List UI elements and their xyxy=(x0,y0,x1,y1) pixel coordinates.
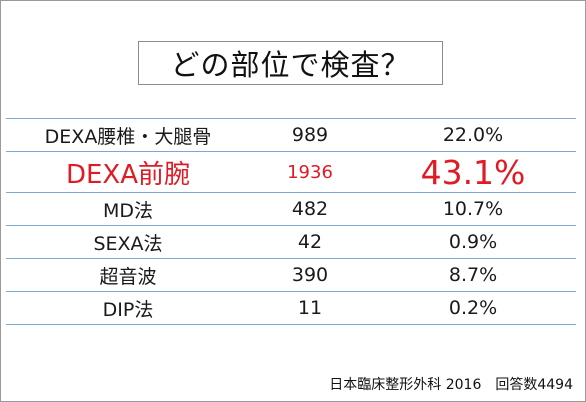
count-cell: 1936 xyxy=(250,151,370,193)
count-cell: 390 xyxy=(250,258,370,292)
method-cell: DEXA腰椎・大腿骨 xyxy=(6,118,250,152)
survey-table: DEXA腰椎・大腿骨 989 22.0% DEXA前腕 1936 43.1% M… xyxy=(6,118,576,325)
count-cell: 42 xyxy=(250,225,370,259)
percent-cell: 0.2% xyxy=(370,291,576,325)
table-row: MD法 482 10.7% xyxy=(6,192,576,226)
percent-cell: 0.9% xyxy=(370,225,576,259)
source-note: 日本臨床整形外科 2016 回答数4494 xyxy=(329,377,573,393)
count-cell: 11 xyxy=(250,291,370,325)
table-row: DEXA腰椎・大腿骨 989 22.0% xyxy=(6,118,576,152)
table-row-highlight: DEXA前腕 1936 43.1% xyxy=(6,151,576,193)
method-cell: DEXA前腕 xyxy=(6,151,250,193)
table-row: 超音波 390 8.7% xyxy=(6,258,576,292)
table-row: DIP法 11 0.2% xyxy=(6,291,576,325)
table-row: SEXA法 42 0.9% xyxy=(6,225,576,259)
count-cell: 989 xyxy=(250,118,370,152)
method-cell: 超音波 xyxy=(6,258,250,292)
slide-title: どの部位で検査？ xyxy=(138,41,443,85)
percent-cell: 10.7% xyxy=(370,192,576,226)
percent-cell: 22.0% xyxy=(370,118,576,152)
percent-cell: 8.7% xyxy=(370,258,576,292)
method-cell: MD法 xyxy=(6,192,250,226)
method-cell: DIP法 xyxy=(6,291,250,325)
method-cell: SEXA法 xyxy=(6,225,250,259)
percent-cell: 43.1% xyxy=(370,151,576,193)
count-cell: 482 xyxy=(250,192,370,226)
